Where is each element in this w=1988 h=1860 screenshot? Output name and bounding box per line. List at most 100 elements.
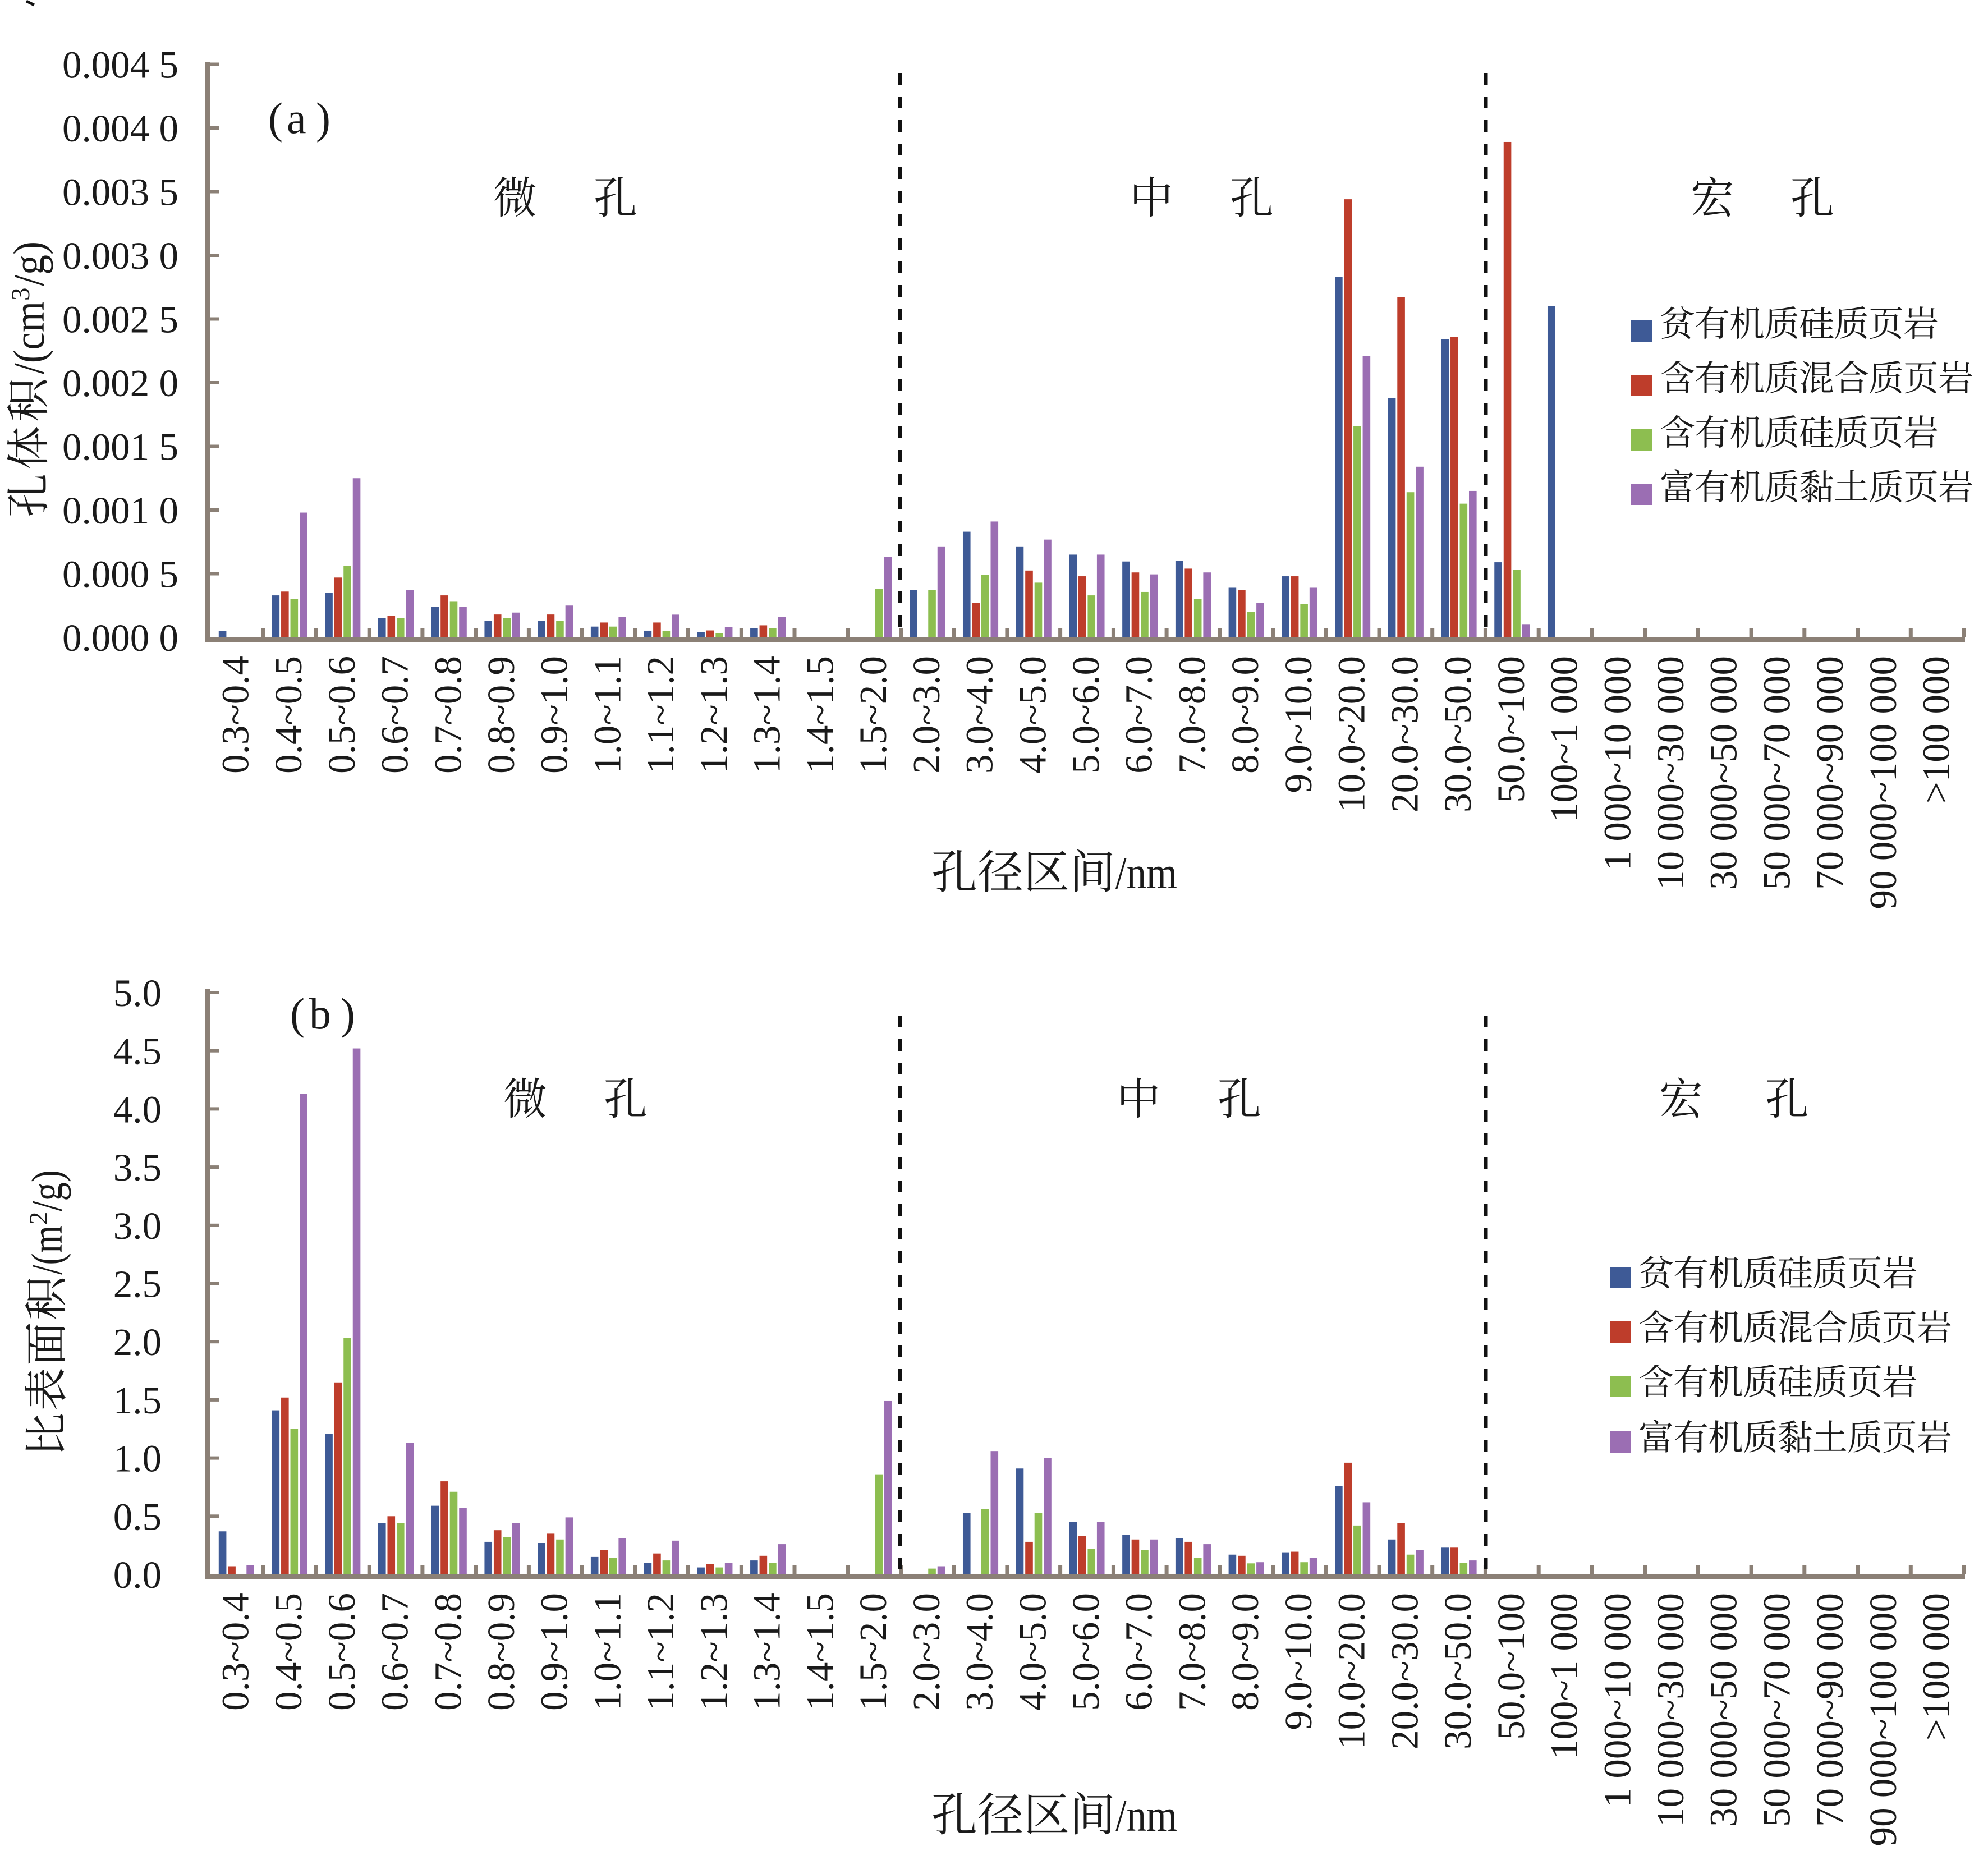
svg-text:1.5~2.0: 1.5~2.0	[852, 656, 894, 774]
svg-text:10 000~30 000: 10 000~30 000	[1649, 1593, 1692, 1827]
svg-text:>100 000: >100 000	[1915, 656, 1958, 803]
svg-text:100~1 000: 100~1 000	[1543, 1593, 1586, 1759]
svg-text:): )	[316, 94, 330, 143]
svg-text:30.0~50.0: 30.0~50.0	[1436, 656, 1479, 812]
svg-text:5.0: 5.0	[113, 972, 162, 1014]
svg-text:5.0~6.0: 5.0~6.0	[1064, 656, 1107, 774]
svg-text:1.1~1.2: 1.1~1.2	[639, 656, 682, 774]
svg-text:1.5: 1.5	[113, 1379, 162, 1422]
svg-text:9.0~10.0: 9.0~10.0	[1277, 656, 1320, 793]
svg-text:30 000~50 000: 30 000~50 000	[1702, 656, 1745, 890]
svg-text:/g): /g)	[22, 1170, 71, 1211]
svg-text:2.5: 2.5	[113, 1263, 162, 1306]
svg-text:90 000~100 000: 90 000~100 000	[1862, 1593, 1904, 1846]
svg-text:30 000~50 000: 30 000~50 000	[1702, 1593, 1745, 1827]
svg-text:0.7~0.8: 0.7~0.8	[426, 1593, 469, 1711]
svg-text:1.4~1.5: 1.4~1.5	[798, 656, 841, 774]
svg-text:2: 2	[24, 1212, 53, 1225]
svg-text:/g): /g)	[4, 241, 53, 286]
svg-text:1.0~1.1: 1.0~1.1	[586, 1593, 629, 1711]
svg-text:0.4~0.5: 0.4~0.5	[267, 1593, 310, 1711]
svg-text:(: (	[290, 989, 305, 1038]
svg-text:/nm: /nm	[1115, 847, 1177, 898]
svg-text:50 000~70 000: 50 000~70 000	[1755, 656, 1798, 890]
svg-text:2.0~3.0: 2.0~3.0	[905, 656, 948, 774]
svg-text:): )	[341, 989, 355, 1038]
svg-text:2.0~3.0: 2.0~3.0	[905, 1593, 948, 1711]
svg-text:7.0~8.0: 7.0~8.0	[1170, 656, 1213, 774]
svg-text:20.0~30.0: 20.0~30.0	[1383, 656, 1426, 812]
svg-text:3.0: 3.0	[113, 1205, 162, 1247]
svg-text:1.2~1.3: 1.2~1.3	[692, 656, 735, 774]
svg-text:0.004 5: 0.004 5	[62, 44, 178, 86]
svg-text:3: 3	[6, 288, 35, 301]
svg-text:20.0~30.0: 20.0~30.0	[1383, 1593, 1426, 1749]
svg-text:1.3~1.4: 1.3~1.4	[746, 656, 788, 774]
svg-text:4.0~5.0: 4.0~5.0	[1011, 656, 1054, 774]
svg-text:/nm: /nm	[1115, 1790, 1177, 1841]
svg-text:0.003 0: 0.003 0	[62, 235, 178, 277]
svg-text:50.0~100: 50.0~100	[1490, 1593, 1532, 1740]
svg-text:3.0~4.0: 3.0~4.0	[958, 1593, 1001, 1711]
svg-text:0.8~0.9: 0.8~0.9	[480, 1593, 522, 1711]
svg-text:0.6~0.7: 0.6~0.7	[374, 1593, 416, 1711]
svg-text:>100 000: >100 000	[1915, 1593, 1958, 1740]
svg-text:3.0~4.0: 3.0~4.0	[958, 656, 1001, 774]
svg-text:0.8~0.9: 0.8~0.9	[480, 656, 522, 774]
svg-text:6.0~7.0: 6.0~7.0	[1118, 656, 1160, 774]
svg-text:a: a	[287, 94, 306, 143]
svg-text:0.003 5: 0.003 5	[62, 171, 178, 214]
svg-text:2.0: 2.0	[113, 1321, 162, 1363]
svg-text:10.0~20.0: 10.0~20.0	[1330, 656, 1373, 812]
svg-text:1.5~2.0: 1.5~2.0	[852, 1593, 894, 1711]
svg-text:0.001 5: 0.001 5	[62, 426, 178, 469]
svg-text:4.0: 4.0	[113, 1088, 162, 1131]
svg-text:5.0~6.0: 5.0~6.0	[1064, 1593, 1107, 1711]
svg-text:10 000~30 000: 10 000~30 000	[1649, 656, 1692, 890]
svg-text:0.3~0.4: 0.3~0.4	[214, 656, 256, 774]
svg-text:0.7~0.8: 0.7~0.8	[426, 656, 469, 774]
svg-text:/(m: /(m	[22, 1225, 71, 1275]
svg-text:6.0~7.0: 6.0~7.0	[1118, 1593, 1160, 1711]
svg-text:0.9~1.0: 0.9~1.0	[533, 656, 576, 774]
svg-text:50 000~70 000: 50 000~70 000	[1755, 1593, 1798, 1827]
svg-text:b: b	[309, 989, 331, 1038]
svg-text:0.002 5: 0.002 5	[62, 298, 178, 341]
svg-text:0.5: 0.5	[113, 1495, 162, 1538]
svg-text:70 000~90 000: 70 000~90 000	[1808, 656, 1851, 890]
svg-text:0.002 0: 0.002 0	[62, 362, 178, 405]
svg-text:50.0~100: 50.0~100	[1490, 656, 1532, 803]
svg-text:1.3~1.4: 1.3~1.4	[746, 1593, 788, 1711]
svg-text:0.004 0: 0.004 0	[62, 107, 178, 150]
svg-text:0.000 0: 0.000 0	[62, 617, 178, 659]
svg-text:4.0~5.0: 4.0~5.0	[1011, 1593, 1054, 1711]
svg-text:100~1 000: 100~1 000	[1543, 656, 1586, 822]
svg-text:8.0~9.0: 8.0~9.0	[1224, 656, 1266, 774]
svg-text:0.3~0.4: 0.3~0.4	[214, 1593, 256, 1711]
svg-text:90 000~100 000: 90 000~100 000	[1862, 656, 1904, 909]
svg-text:1.4~1.5: 1.4~1.5	[798, 1593, 841, 1711]
svg-text:/(cm: /(cm	[4, 301, 53, 374]
svg-text:9.0~10.0: 9.0~10.0	[1277, 1593, 1320, 1730]
svg-text:1 000~10 000: 1 000~10 000	[1596, 656, 1638, 870]
svg-text:4.5: 4.5	[113, 1030, 162, 1073]
svg-text:0.9~1.0: 0.9~1.0	[533, 1593, 576, 1711]
svg-text:3.5: 3.5	[113, 1146, 162, 1189]
svg-text:7.0~8.0: 7.0~8.0	[1170, 1593, 1213, 1711]
svg-text:0.6~0.7: 0.6~0.7	[374, 656, 416, 774]
svg-text:1.1~1.2: 1.1~1.2	[639, 1593, 682, 1711]
svg-text:1 000~10 000: 1 000~10 000	[1596, 1593, 1638, 1807]
svg-text:0.000 5: 0.000 5	[62, 553, 178, 596]
svg-text:1.0: 1.0	[113, 1438, 162, 1480]
svg-text:70 000~90 000: 70 000~90 000	[1808, 1593, 1851, 1827]
svg-text:30.0~50.0: 30.0~50.0	[1436, 1593, 1479, 1749]
svg-text:8.0~9.0: 8.0~9.0	[1224, 1593, 1266, 1711]
svg-text:10.0~20.0: 10.0~20.0	[1330, 1593, 1373, 1749]
svg-text:0.5~0.6: 0.5~0.6	[320, 656, 363, 774]
svg-text:(: (	[268, 94, 283, 143]
svg-text:1.0~1.1: 1.0~1.1	[586, 656, 629, 774]
svg-text:0.001 0: 0.001 0	[62, 489, 178, 532]
svg-text:0.4~0.5: 0.4~0.5	[267, 656, 310, 774]
svg-text:1.2~1.3: 1.2~1.3	[692, 1593, 735, 1711]
svg-text:0.5~0.6: 0.5~0.6	[320, 1593, 363, 1711]
